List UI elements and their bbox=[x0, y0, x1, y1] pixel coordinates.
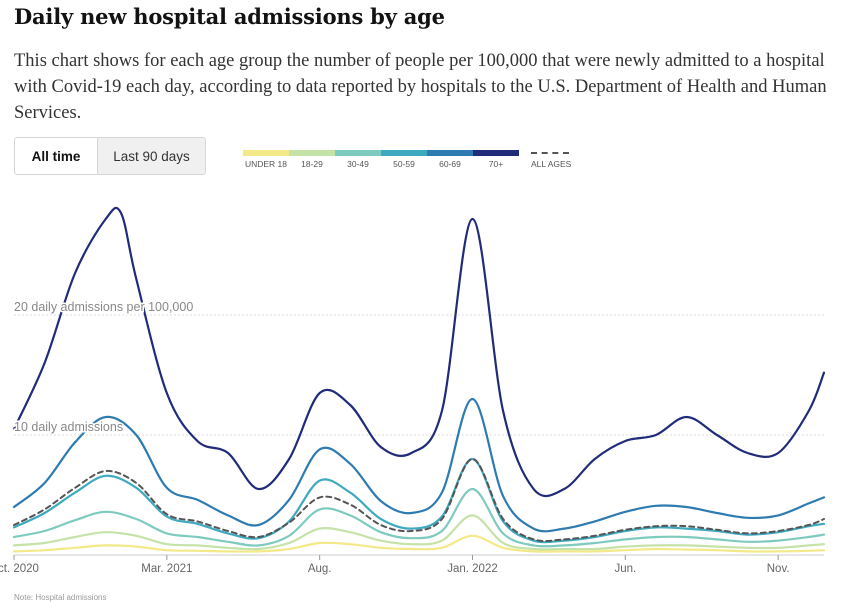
series-line-all-ages bbox=[13, 458, 825, 543]
y-tick-label: 10 daily admissions bbox=[14, 420, 123, 434]
legend-swatch bbox=[289, 150, 337, 156]
legend-swatch bbox=[381, 150, 429, 156]
x-tick-label: Oct. 2020 bbox=[0, 563, 39, 575]
legend-item-18-29: 18-29 bbox=[289, 150, 337, 169]
legend-item-50-59: 50-59 bbox=[381, 150, 429, 169]
chart-title: Daily new hospital admissions by age bbox=[14, 4, 445, 29]
time-range-toggle: All time Last 90 days bbox=[14, 137, 206, 175]
x-tick-label: Aug. bbox=[308, 563, 332, 575]
chart-description: This chart shows for each age group the … bbox=[14, 51, 827, 123]
legend-item-30-49: 30-49 bbox=[335, 150, 383, 169]
legend-swatch bbox=[531, 152, 569, 154]
series-line-50-59 bbox=[12, 457, 826, 544]
legend-swatch bbox=[243, 150, 291, 156]
legend-item-60-69: 60-69 bbox=[427, 150, 475, 169]
legend-label: 50-59 bbox=[393, 159, 415, 169]
series-line-30-49 bbox=[12, 487, 826, 548]
legend-item-all-ages: ALL AGES bbox=[531, 150, 571, 169]
series-line-60-69 bbox=[12, 397, 826, 533]
legend-label: 70+ bbox=[488, 159, 504, 169]
line-chart: Oct. 2020 Mar. 2021 Aug. Jan. 2022 Jun. Nov. 1… bbox=[0, 206, 826, 575]
all-time-button[interactable]: All time bbox=[15, 138, 98, 174]
legend-swatch bbox=[473, 150, 521, 156]
x-tick-label: Nov. bbox=[767, 563, 790, 575]
x-tick-label: Mar. 2021 bbox=[141, 563, 192, 575]
legend-item-70-: 70+ bbox=[473, 150, 521, 169]
legend-label: 30-49 bbox=[347, 159, 369, 169]
series-line-70- bbox=[12, 206, 826, 498]
y-tick-label: 20 daily admissions per 100,000 bbox=[14, 300, 193, 314]
x-tick-label: Jun. bbox=[614, 563, 636, 575]
legend-swatch bbox=[335, 150, 383, 156]
legend-label: 60-69 bbox=[439, 159, 461, 169]
legend-label: ALL AGES bbox=[531, 159, 572, 169]
legend-label: UNDER 18 bbox=[244, 159, 288, 169]
x-tick-label: Jan. 2022 bbox=[447, 563, 498, 575]
chart-footnote: Note: Hospital admissions bbox=[14, 593, 107, 602]
legend-label: 18-29 bbox=[301, 159, 323, 169]
series-line-18-29 bbox=[12, 514, 826, 551]
last-90-days-button[interactable]: Last 90 days bbox=[98, 138, 205, 174]
legend-swatch bbox=[427, 150, 475, 156]
series-line-under-18 bbox=[12, 534, 826, 553]
legend-item-under-18: UNDER 18 bbox=[243, 150, 291, 169]
